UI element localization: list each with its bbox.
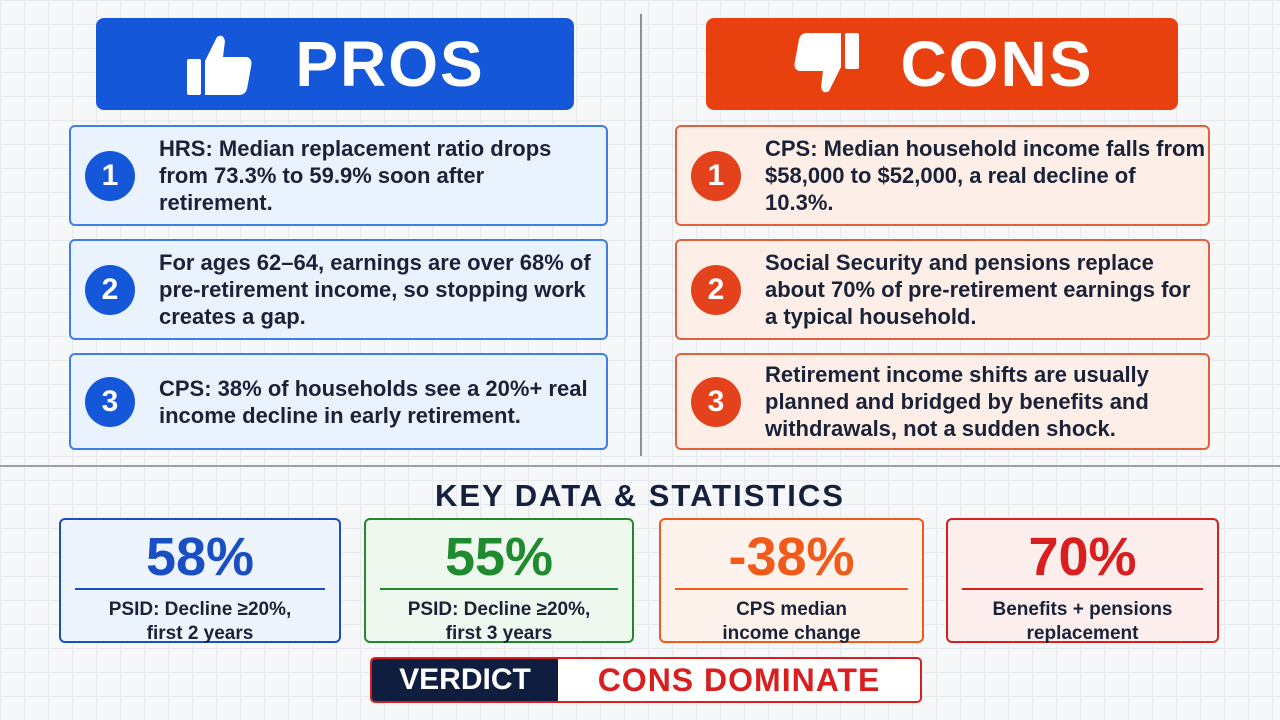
verdict: VERDICT CONS DOMINATE bbox=[370, 657, 922, 703]
card-text: Retirement income shifts are usually pla… bbox=[765, 362, 1149, 441]
thumbs-up-icon bbox=[187, 35, 252, 95]
card-text: CPS: Median household income falls from … bbox=[765, 136, 1206, 215]
pros-card: 1 HRS: Median replacement ratio drops fro… bbox=[69, 125, 608, 226]
pros-card: 2 For ages 62–64, earnings are over 68% o… bbox=[69, 239, 608, 340]
stat-value: 58% bbox=[145, 527, 255, 587]
cons-card: 3 Retirement income shifts are usually pl… bbox=[675, 353, 1210, 450]
card-text: Social Security and pensions replace abo… bbox=[765, 250, 1191, 329]
verdict-value: CONS DOMINATE bbox=[597, 661, 881, 698]
cons-title: CONS bbox=[900, 28, 1094, 100]
stat-value: -38% bbox=[728, 527, 855, 587]
stat-label: replacement bbox=[1026, 623, 1139, 644]
stat-card: 70% Benefits + pensions replacement bbox=[946, 518, 1219, 644]
stat-rule bbox=[75, 588, 325, 590]
pros-card: 3 CPS: 38% of households see a 20%+ real … bbox=[69, 353, 608, 450]
stat-card: 55% PSID: Decline ≥20%, first 3 years bbox=[364, 518, 634, 644]
stat-rule bbox=[380, 588, 618, 590]
stat-card: 58% PSID: Decline ≥20%, first 2 years bbox=[59, 518, 341, 644]
stat-rule bbox=[675, 588, 908, 590]
cons-header: CONS bbox=[706, 18, 1178, 110]
stat-value: 70% bbox=[1028, 527, 1137, 587]
stat-value: 55% bbox=[444, 527, 554, 587]
stat-label: Benefits + pensions bbox=[992, 599, 1173, 620]
cons-card: 2 Social Security and pensions replace ab… bbox=[675, 239, 1210, 340]
number-badge: 1 bbox=[85, 150, 135, 201]
stat-label: first 3 years bbox=[445, 623, 553, 644]
number-badge: 2 bbox=[85, 264, 135, 315]
cons-card: 1 CPS: Median household income falls from… bbox=[675, 125, 1210, 226]
stat-rule bbox=[962, 588, 1203, 590]
card-text: For ages 62–64, earnings are over 68% of… bbox=[159, 250, 591, 329]
stat-label: PSID: Decline ≥20%, bbox=[108, 599, 292, 620]
verdict-label: VERDICT bbox=[372, 659, 558, 701]
stat-label: PSID: Decline ≥20%, bbox=[407, 599, 591, 620]
vertical-divider bbox=[640, 14, 642, 456]
pros-header: PROS bbox=[96, 18, 574, 110]
card-text: CPS: 38% of households see a 20%+ real i… bbox=[159, 375, 588, 428]
number-badge: 2 bbox=[691, 264, 741, 315]
thumbs-down-icon bbox=[794, 33, 859, 93]
stat-label: income change bbox=[722, 623, 861, 644]
card-text: HRS: Median replacement ratio drops from… bbox=[159, 136, 552, 215]
number-badge: 3 bbox=[85, 376, 135, 427]
horizontal-divider bbox=[0, 465, 1280, 467]
stat-label: first 2 years bbox=[146, 623, 254, 644]
number-badge: 1 bbox=[691, 150, 741, 201]
number-badge: 3 bbox=[691, 376, 741, 427]
key-data-title: KEY DATA & STATISTICS bbox=[435, 478, 845, 513]
pros-title: PROS bbox=[295, 28, 485, 100]
stat-card: -38% CPS median income change bbox=[659, 518, 924, 644]
stat-label: CPS median bbox=[736, 599, 847, 620]
